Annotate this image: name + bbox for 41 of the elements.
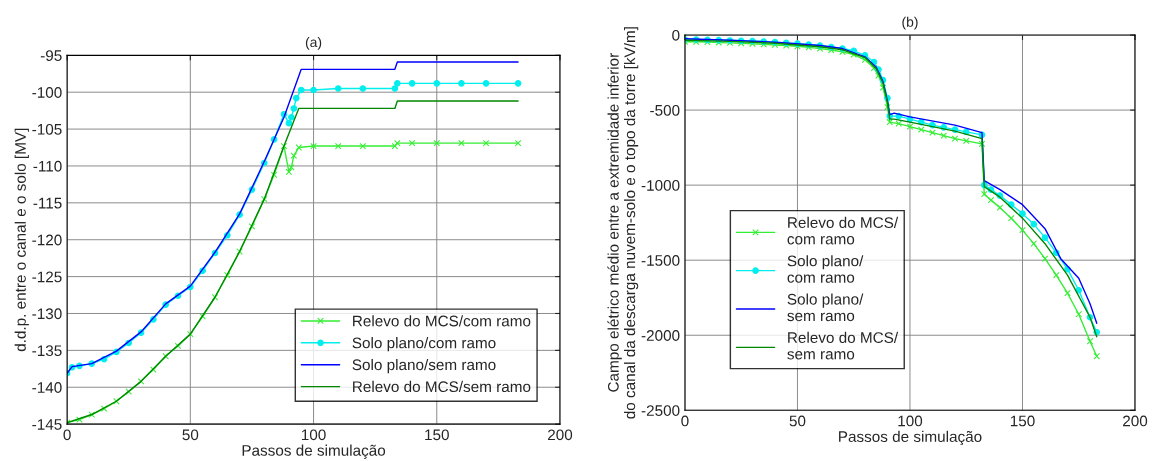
x-tick-label: 150 xyxy=(425,429,449,441)
y-tick-label: -110 xyxy=(33,160,62,172)
legend-label: Solo plano/ com ramo xyxy=(787,255,864,283)
y-tick-label: -135 xyxy=(32,345,62,357)
legend-label: Solo plano/sem ramo xyxy=(352,358,496,374)
legend-label: Solo plano/ sem ramo xyxy=(787,293,864,322)
y-tick-label: -2000 xyxy=(641,330,680,341)
legend-label: Relevo do MCS/ com ramo xyxy=(787,216,899,245)
x-tick-label: 150 xyxy=(1010,415,1035,427)
y-tick-label: -95 xyxy=(40,50,62,62)
y-tick-label: -105 xyxy=(32,123,62,135)
x-tick-label: 50 xyxy=(789,415,806,427)
chart-title: (b) xyxy=(902,16,918,30)
x-tick-label: 0 xyxy=(681,415,689,427)
y-tick-label: -115 xyxy=(33,197,62,209)
x-tick-label: 50 xyxy=(182,429,199,441)
x-tick-label: 200 xyxy=(548,429,573,441)
x-tick-label: 100 xyxy=(301,429,326,441)
y-tick-label: -125 xyxy=(32,271,62,283)
y-tick-label: -130 xyxy=(32,308,62,320)
y-axis-title: Campo elétrico médio entre a extremidade inferior do canal da descarga nuvem-solo e o topo da torre [kV/m] xyxy=(607,27,639,419)
x-axis-title: Passos de simulação xyxy=(839,430,982,446)
x-tick-label: 200 xyxy=(1123,415,1148,427)
y-tick-label: -145 xyxy=(32,419,62,430)
y-tick-label: -140 xyxy=(32,382,62,393)
y-tick-label: 0 xyxy=(672,29,680,41)
y-tick-label: -1500 xyxy=(641,255,680,266)
legend-label: Relevo do MCS/sem ramo xyxy=(353,380,531,393)
legend-label: Relevo do MCS/com ramo xyxy=(353,315,531,327)
legend-label: Relevo do MCS/ sem ramo xyxy=(787,331,899,360)
x-tick-label: 100 xyxy=(898,415,923,427)
y-tick-label: -1000 xyxy=(641,180,680,191)
chart-title: (a) xyxy=(305,36,322,50)
legend-label: Solo plano/com ramo xyxy=(352,337,496,352)
y-tick-label: -500 xyxy=(650,104,680,116)
x-tick-label: 0 xyxy=(63,429,71,441)
x-axis-title: Passos de simulação xyxy=(242,444,386,459)
y-tick-label: -120 xyxy=(32,234,62,246)
y-axis-title: d.d.p. entre o canal e o solo [MV] xyxy=(14,128,29,352)
y-tick-label: -2500 xyxy=(641,405,680,416)
y-tick-label: -100 xyxy=(32,87,62,98)
